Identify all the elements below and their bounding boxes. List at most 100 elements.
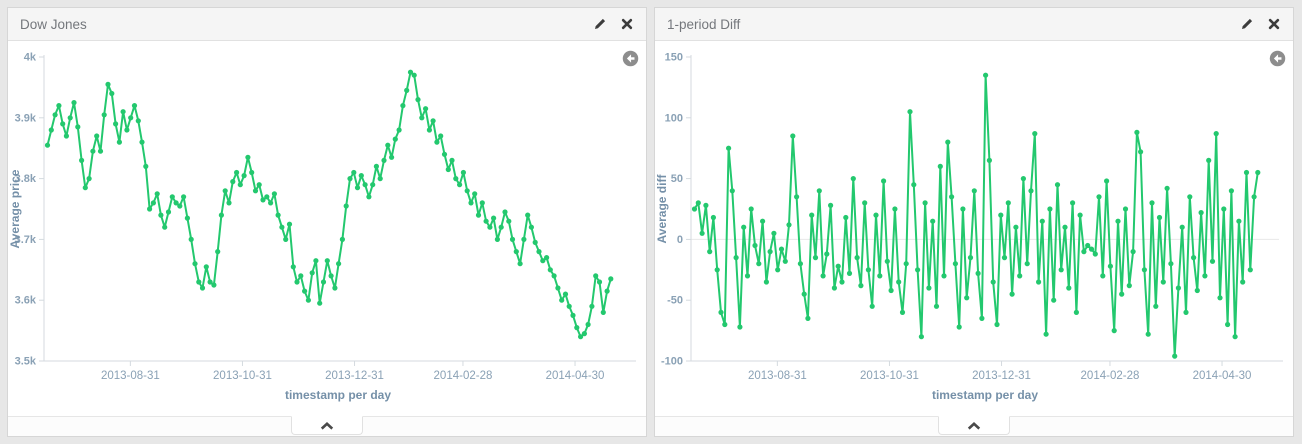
data-point <box>1062 224 1068 230</box>
data-point <box>147 206 153 212</box>
edit-panel-button[interactable] <box>593 17 607 31</box>
data-point <box>1134 129 1140 135</box>
price-line-chart[interactable]: 4k 3.9k 3.8k 3.7k 3.6k 3.5k 2013-08-31 2013-10-… <box>8 41 646 416</box>
zoom-out-button[interactable] <box>1269 50 1286 67</box>
data-point <box>491 215 497 221</box>
data-point <box>695 200 701 206</box>
data-point <box>449 157 455 163</box>
panel-footer <box>655 416 1293 436</box>
y-tick-label: 150 <box>665 52 683 64</box>
data-point <box>298 273 304 279</box>
data-point <box>1198 210 1204 216</box>
data-point <box>1228 188 1234 194</box>
dow-jones-chart-area: 4k 3.9k 3.8k 3.7k 3.6k 3.5k 2013-08-31 2013-10-… <box>8 41 646 416</box>
diff-chart-area: 150 100 50 0 -50 -100 2013-08-31 2013-10-31 2013… <box>655 41 1293 416</box>
data-point <box>468 200 474 206</box>
y-tick-label: 100 <box>665 112 683 124</box>
data-point <box>1217 295 1223 301</box>
close-panel-button[interactable] <box>1267 17 1281 31</box>
data-point <box>513 249 519 255</box>
data-point <box>805 315 811 321</box>
data-point <box>960 206 966 212</box>
data-point <box>332 285 338 291</box>
data-point <box>1141 267 1147 273</box>
data-point <box>1187 194 1193 200</box>
x-tick-label: 2014-04-30 <box>1193 370 1252 382</box>
data-point <box>97 148 104 154</box>
data-point <box>445 166 451 173</box>
data-point <box>192 261 198 267</box>
data-point <box>264 194 270 200</box>
data-point <box>828 202 834 208</box>
data-point <box>714 267 720 273</box>
data-point <box>786 222 792 228</box>
data-point <box>139 139 145 145</box>
data-point <box>1240 279 1246 285</box>
diff-line-chart[interactable]: 150 100 50 0 -50 -100 2013-08-31 2013-10-31 2013… <box>655 41 1293 416</box>
data-point <box>983 72 989 78</box>
data-point <box>559 297 565 303</box>
data-point <box>1164 185 1170 191</box>
data-point <box>1036 279 1042 285</box>
data-point <box>453 176 459 182</box>
panel-title: Dow Jones <box>20 16 87 32</box>
data-point <box>113 121 119 127</box>
data-point <box>396 127 402 133</box>
panel-title: 1-period Diff <box>667 16 741 32</box>
data-point <box>1251 194 1257 200</box>
close-panel-button[interactable] <box>620 17 634 31</box>
data-point <box>324 258 330 264</box>
data-point <box>430 118 436 124</box>
data-point <box>105 81 111 87</box>
data-point <box>506 218 512 224</box>
data-point <box>589 303 595 309</box>
data-point <box>551 273 557 279</box>
data-point <box>498 224 504 230</box>
data-point <box>903 261 909 267</box>
y-tick-label: 3.8k <box>15 173 37 185</box>
zoom-out-button[interactable] <box>622 50 639 67</box>
data-point <box>562 291 569 297</box>
edit-panel-button[interactable] <box>1240 17 1254 31</box>
data-point <box>722 321 728 328</box>
data-point <box>1028 188 1034 194</box>
data-point <box>343 203 349 209</box>
data-point <box>922 200 928 206</box>
data-point <box>366 194 372 200</box>
data-point <box>1194 287 1200 294</box>
data-point <box>975 270 981 276</box>
data-point <box>1168 261 1174 267</box>
collapse-row-button[interactable] <box>938 416 1010 435</box>
data-point <box>294 279 300 285</box>
data-point <box>1043 331 1049 337</box>
data-point <box>763 279 769 285</box>
data-point <box>854 255 860 261</box>
data-point <box>328 273 334 279</box>
data-point <box>373 163 379 169</box>
data-point <box>249 169 255 176</box>
panel-footer <box>8 416 646 436</box>
data-point <box>593 273 599 279</box>
data-point <box>994 321 1000 328</box>
data-point <box>794 194 800 200</box>
data-point <box>1092 251 1098 257</box>
data-point <box>907 109 913 115</box>
data-point <box>990 279 996 285</box>
y-tick-label: 3.9k <box>15 112 37 124</box>
data-point <box>726 145 732 151</box>
data-point <box>752 242 758 249</box>
data-point <box>1126 283 1132 289</box>
collapse-row-button[interactable] <box>291 416 363 435</box>
data-point <box>1138 149 1144 155</box>
data-point <box>60 121 66 127</box>
data-point <box>475 212 482 218</box>
data-point <box>389 154 395 160</box>
data-point <box>918 334 924 340</box>
data-point <box>203 264 209 270</box>
data-point <box>423 106 429 112</box>
data-point <box>941 273 947 279</box>
data-point <box>930 218 936 224</box>
data-point <box>1039 218 1045 224</box>
data-point <box>778 246 785 252</box>
